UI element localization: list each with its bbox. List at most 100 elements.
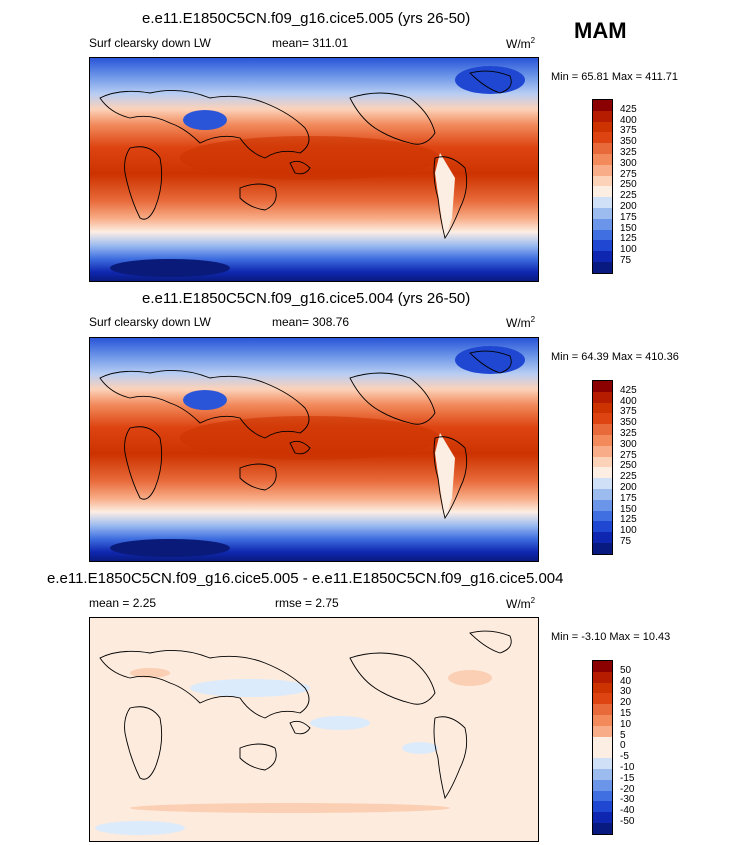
colorbar-tick-label: 225	[620, 190, 637, 202]
colorbar-tick-label: 40	[620, 675, 632, 687]
colorbar-segment	[593, 693, 612, 705]
colorbar-segment	[593, 445, 612, 457]
colorbar-tick-label: -30	[620, 794, 635, 806]
colorbar-tick-label: 15	[620, 708, 632, 719]
colorbar-tick-label: 375	[620, 125, 637, 137]
panel3-minmax-label: Min = -3.10 Max = 10.43	[551, 631, 671, 643]
colorbar-tick-label: 250	[620, 179, 637, 191]
colorbar-segment	[593, 521, 612, 533]
colorbar-tick-label: -5	[620, 751, 629, 763]
colorbar-tick-label: 325	[620, 147, 637, 158]
colorbar-tick-label: -20	[620, 783, 635, 795]
colorbar-segment	[593, 768, 612, 780]
colorbar-segment	[593, 661, 612, 672]
colorbar-tick-label: 425	[620, 384, 637, 396]
panel2-map	[89, 337, 539, 562]
panel1-minmax-label: Min = 65.81 Max = 411.71	[551, 71, 678, 83]
colorbar-segment	[593, 186, 612, 198]
colorbar-segment	[593, 261, 612, 273]
colorbar-segment	[593, 671, 612, 683]
colorbar-segment	[593, 132, 612, 144]
colorbar-segment	[593, 467, 612, 479]
colorbar-tick-label: 100	[620, 525, 637, 537]
colorbar-tick-label: -10	[620, 762, 635, 773]
colorbar-segment	[593, 434, 612, 446]
colorbar-segment	[593, 164, 612, 176]
panel1-units-label: W/m2	[506, 36, 536, 51]
colorbar-segment	[593, 153, 612, 165]
colorbar-segment	[593, 402, 612, 414]
colorbar-tick-label: 75	[620, 536, 632, 547]
colorbar-tick-label: 425	[620, 103, 637, 115]
colorbar-tick-label: -40	[620, 805, 635, 817]
panel1-variable-label: Surf clearsky down LW	[89, 36, 211, 50]
colorbar-segment	[593, 822, 612, 834]
colorbar-tick-label: -50	[620, 816, 635, 827]
colorbar-tick-label: 300	[620, 438, 637, 450]
colorbar-tick-label: 275	[620, 449, 637, 461]
colorbar-segment	[593, 478, 612, 489]
colorbar-tick-label: 20	[620, 697, 632, 709]
colorbar-tick-label: -15	[620, 772, 635, 784]
colorbar-segment	[593, 143, 612, 154]
colorbar-segment	[593, 758, 612, 769]
colorbar-tick-label: 150	[620, 503, 637, 515]
colorbar-tick-label: 275	[620, 168, 637, 180]
panel1-map	[89, 57, 539, 282]
colorbar-segment	[593, 207, 612, 219]
colorbar-segment	[593, 456, 612, 468]
colorbar-segment	[593, 499, 612, 511]
colorbar-tick-label: 200	[620, 201, 637, 212]
colorbar-tick-label: 30	[620, 686, 632, 698]
colorbar-tick-label: 250	[620, 460, 637, 472]
colorbar-tick-label: 300	[620, 157, 637, 169]
panel3-colorbar	[592, 660, 613, 835]
colorbar-segment	[593, 251, 612, 262]
colorbar-segment	[593, 110, 612, 122]
colorbar-segment	[593, 704, 612, 715]
colorbar-tick-label: 325	[620, 428, 637, 439]
colorbar-segment	[593, 532, 612, 543]
panel1-mean-label: mean= 311.01	[272, 36, 349, 50]
panel3-map	[89, 617, 539, 842]
colorbar-tick-label: 400	[620, 395, 637, 407]
panel3-rmse-label: rmse = 2.75	[275, 596, 339, 610]
colorbar-tick-label: 375	[620, 406, 637, 418]
panel1-title: e.e11.E1850C5CN.f09_g16.cice5.005 (yrs 2…	[142, 10, 471, 27]
colorbar-tick-label: 225	[620, 471, 637, 483]
colorbar-segment	[593, 682, 612, 694]
colorbar-tick-label: 50	[620, 664, 632, 676]
colorbar-segment	[593, 413, 612, 425]
colorbar-segment	[593, 424, 612, 435]
colorbar-tick-label: 75	[620, 255, 632, 266]
panel3-units-label: W/m2	[506, 596, 536, 611]
colorbar-segment	[593, 790, 612, 802]
colorbar-segment	[593, 391, 612, 403]
colorbar-segment	[593, 100, 612, 111]
panel3-title: e.e11.E1850C5CN.f09_g16.cice5.005 - e.e1…	[47, 570, 564, 587]
colorbar-tick-label: 150	[620, 222, 637, 234]
colorbar-tick-label: 125	[620, 233, 637, 245]
colorbar-segment	[593, 175, 612, 187]
colorbar-segment	[593, 510, 612, 522]
colorbar-tick-label: 5	[620, 729, 626, 741]
panel2-title: e.e11.E1850C5CN.f09_g16.cice5.004 (yrs 2…	[142, 290, 471, 307]
panel2-colorbar	[592, 380, 613, 555]
colorbar-tick-label: 350	[620, 417, 637, 429]
colorbar-segment	[593, 218, 612, 230]
colorbar-tick-label: 350	[620, 136, 637, 148]
colorbar-segment	[593, 736, 612, 748]
colorbar-tick-label: 0	[620, 740, 626, 752]
panel2-minmax-label: Min = 64.39 Max = 410.36	[551, 351, 679, 363]
colorbar-segment	[593, 488, 612, 500]
season-label: MAM	[574, 18, 627, 43]
colorbar-segment	[593, 542, 612, 554]
colorbar-segment	[593, 812, 612, 823]
panel2-units-label: W/m2	[506, 315, 536, 330]
colorbar-segment	[593, 121, 612, 133]
colorbar-tick-label: 400	[620, 114, 637, 126]
colorbar-segment	[593, 725, 612, 737]
panel2-variable-label: Surf clearsky down LW	[89, 315, 211, 329]
colorbar-tick-label: 200	[620, 482, 637, 493]
panel2-mean-label: mean= 308.76	[272, 315, 350, 329]
